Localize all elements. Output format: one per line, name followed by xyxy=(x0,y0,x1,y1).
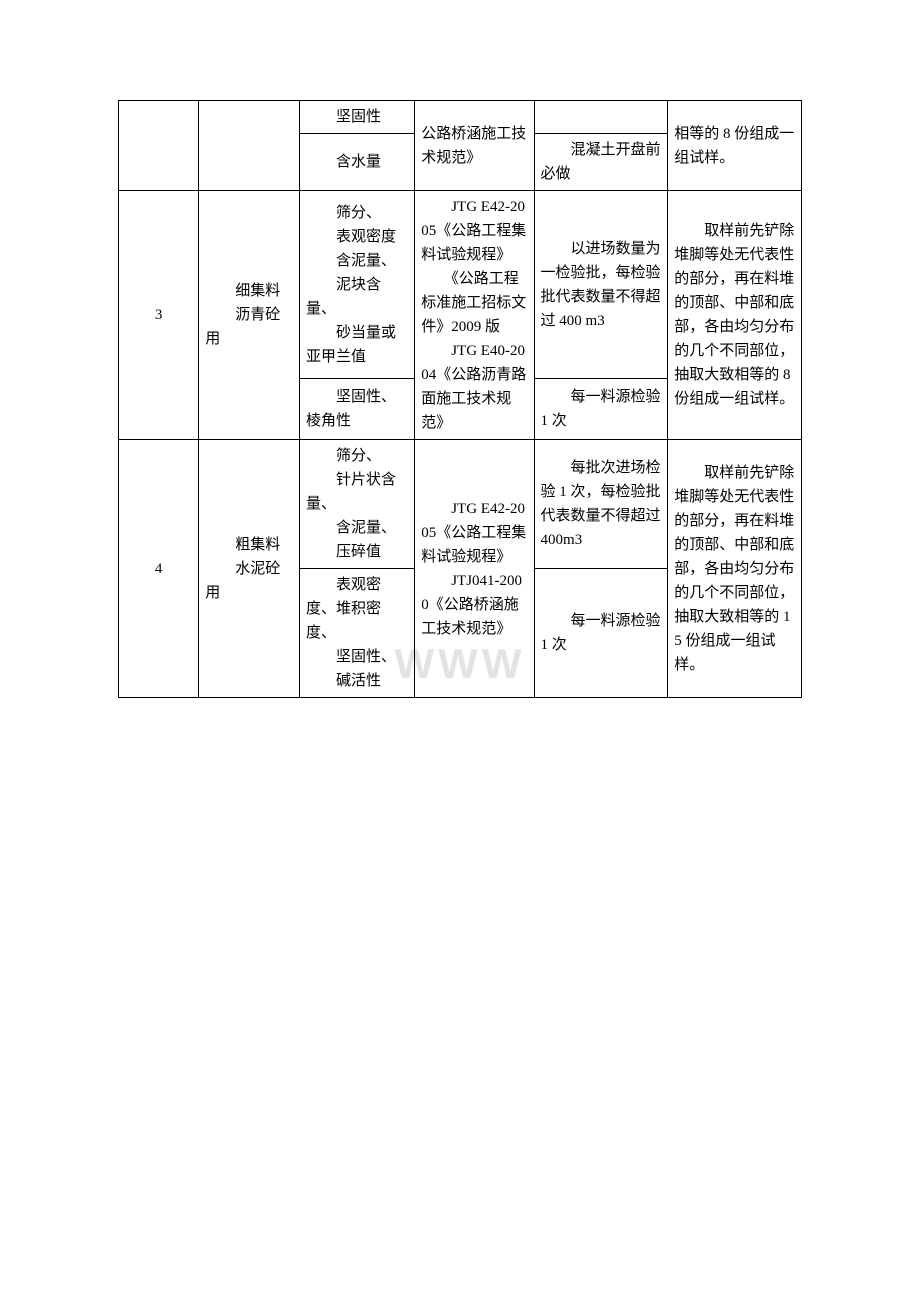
cell-r3-c5b: 每一料源检验 1 次 xyxy=(534,569,668,698)
cell-r3-c1: 4 xyxy=(119,440,199,698)
cell-r1-c5b: 混凝土开盘前必做 xyxy=(534,134,668,191)
cell-r2-c5a: 以进场数量为一检验批，每检验批代表数量不得超过 400 m3 xyxy=(534,191,668,379)
spec-table: 坚固性 公路桥涵施工技术规范》 相等的 8 份组成一组试样。 含水量 混凝土开盘… xyxy=(118,100,802,698)
cell-r2-c4: JTG E42-2005《公路工程集料试验规程》 《公路工程标准施工招标文件》2… xyxy=(415,191,534,440)
cell-r1-c2 xyxy=(199,101,300,191)
cell-r3-c2: 粗集料 水泥砼用 xyxy=(199,440,300,698)
cell-r1-c3b: 含水量 xyxy=(300,134,415,191)
cell-r3-c6: 取样前先铲除堆脚等处无代表性的部分，再在料堆的顶部、中部和底部，各由均匀分布的几… xyxy=(668,440,802,698)
cell-r2-c5b: 每一料源检验 1 次 xyxy=(534,379,668,440)
cell-r2-c3b: 坚固性、棱角性 xyxy=(300,379,415,440)
cell-r1-c1 xyxy=(119,101,199,191)
cell-r1-c4: 公路桥涵施工技术规范》 xyxy=(415,101,534,191)
cell-r2-c2: 细集料 沥青砼用 xyxy=(199,191,300,440)
cell-r1-c3a: 坚固性 xyxy=(300,101,415,134)
cell-r3-c3a: 筛分、 针片状含量、 含泥量、 压碎值 xyxy=(300,440,415,569)
cell-r3-c3b: 表观密度、堆积密度、 坚固性、 碱活性 xyxy=(300,569,415,698)
cell-r1-c6: 相等的 8 份组成一组试样。 xyxy=(668,101,802,191)
cell-r3-c5a: 每批次进场检验 1 次，每检验批代表数量不得超过 400m3 xyxy=(534,440,668,569)
cell-r1-c5a xyxy=(534,101,668,134)
cell-r3-c4: JTG E42-2005《公路工程集料试验规程》 JTJ041-2000《公路桥… xyxy=(415,440,534,698)
cell-r2-c6: 取样前先铲除堆脚等处无代表性的部分，再在料堆的顶部、中部和底部，各由均匀分布的几… xyxy=(668,191,802,440)
cell-r2-c1: 3 xyxy=(119,191,199,440)
cell-r2-c3a: 筛分、 表观密度 含泥量、 泥块含量、 砂当量或亚甲兰值 xyxy=(300,191,415,379)
